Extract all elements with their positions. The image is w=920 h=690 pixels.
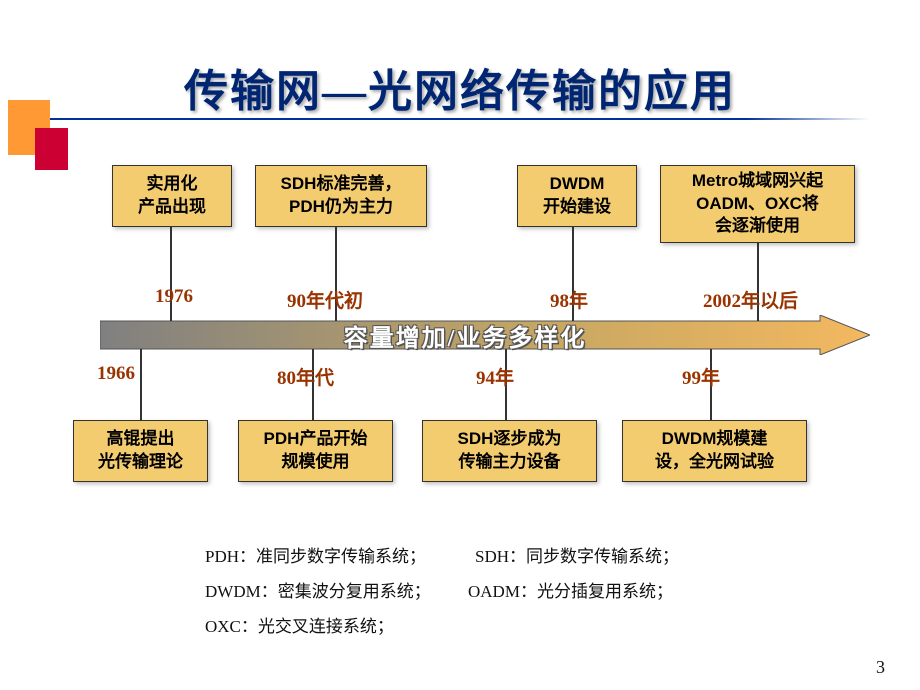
- milestone-line: 会逐渐使用: [667, 215, 848, 238]
- milestone-box: Metro城域网兴起OADM、OXC将会逐渐使用: [660, 165, 855, 243]
- milestone-line: 产品出现: [119, 196, 225, 219]
- milestone-line: 光传输理论: [80, 451, 201, 474]
- milestone-line: DWDM规模建: [629, 428, 800, 451]
- milestone-box: DWDM开始建设: [517, 165, 637, 227]
- legend-text: PDH：准同步数字传输系统；: [205, 542, 426, 567]
- connector-line: [140, 349, 142, 420]
- page-number: 3: [876, 657, 885, 678]
- milestone-line: PDH产品开始: [245, 428, 386, 451]
- year-label: 80年代: [277, 363, 334, 390]
- year-label: 2002年以后: [703, 286, 798, 313]
- milestone-box: SDH逐步成为传输主力设备: [422, 420, 597, 482]
- milestone-line: SDH标准完善，: [262, 173, 420, 196]
- milestone-line: SDH逐步成为: [429, 428, 590, 451]
- arrow-label: 容量增加/业务多样化: [100, 315, 830, 355]
- timeline-arrow: 容量增加/业务多样化: [100, 315, 870, 355]
- year-label: 1976: [155, 286, 193, 308]
- page-title: 传输网—光网络传输的应用: [0, 55, 920, 119]
- legend-text: DWDM：密集波分复用系统；: [205, 577, 431, 602]
- milestone-line: OADM、OXC将: [667, 193, 848, 216]
- milestone-line: 高锟提出: [80, 428, 201, 451]
- milestone-box: DWDM规模建设，全光网试验: [622, 420, 807, 482]
- year-label: 1966: [97, 363, 135, 385]
- milestone-box: SDH标准完善，PDH仍为主力: [255, 165, 427, 227]
- legend-text: OADM：光分插复用系统；: [468, 577, 673, 602]
- milestone-line: 设，全光网试验: [629, 451, 800, 474]
- milestone-line: PDH仍为主力: [262, 196, 420, 219]
- milestone-box: 实用化产品出现: [112, 165, 232, 227]
- legend-text: OXC：光交叉连接系统；: [205, 612, 394, 637]
- deco-block: [35, 128, 68, 170]
- milestone-line: 规模使用: [245, 451, 386, 474]
- legend-text: SDH：同步数字传输系统；: [475, 542, 679, 567]
- milestone-box: 高锟提出光传输理论: [73, 420, 208, 482]
- milestone-line: Metro城域网兴起: [667, 170, 848, 193]
- milestone-line: DWDM: [524, 173, 630, 196]
- milestone-line: 传输主力设备: [429, 451, 590, 474]
- milestone-box: PDH产品开始规模使用: [238, 420, 393, 482]
- year-label: 98年: [550, 286, 588, 313]
- year-label: 99年: [682, 363, 720, 390]
- title-underline: [50, 118, 870, 120]
- milestone-line: 开始建设: [524, 196, 630, 219]
- year-label: 90年代初: [287, 286, 363, 313]
- milestone-line: 实用化: [119, 173, 225, 196]
- year-label: 94年: [476, 363, 514, 390]
